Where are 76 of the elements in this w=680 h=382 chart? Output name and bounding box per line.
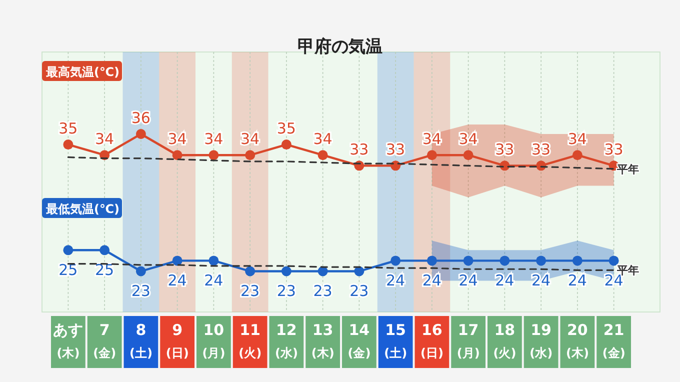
- x-tick-label: 11 (火): [238, 321, 262, 360]
- data-label: 34: [168, 130, 187, 148]
- x-tick-label: 20 (木): [566, 321, 589, 360]
- point: [463, 256, 474, 266]
- data-label: 34: [313, 130, 332, 148]
- x-tick-label: 16 (日): [420, 321, 444, 360]
- data-label: 24: [168, 272, 187, 290]
- data-label: 25: [95, 261, 114, 280]
- data-label: 34: [204, 130, 224, 148]
- x-tick-label: 10 (月): [202, 321, 226, 360]
- point: [572, 256, 582, 266]
- data-label: 23: [313, 282, 332, 300]
- data-label: 33: [350, 140, 369, 159]
- x-tick-label: 18 (火): [493, 321, 516, 360]
- chart-title: 甲府の気温: [298, 37, 382, 57]
- point: [136, 266, 146, 276]
- data-label: 33: [532, 140, 551, 159]
- text: 最低気温(℃): [45, 202, 120, 216]
- data-label: 24: [495, 272, 514, 290]
- data-label: 24: [532, 272, 551, 290]
- data-label: 36: [131, 109, 150, 127]
- point: [208, 256, 219, 266]
- point: [63, 140, 74, 150]
- x-tick-label: 17 (月): [456, 321, 480, 360]
- x-tick-label: 12 (水): [274, 321, 298, 360]
- data-label: 23: [350, 282, 369, 300]
- series-label: 平年: [616, 162, 639, 176]
- data-label: 25: [58, 261, 78, 280]
- data-label: 35: [58, 120, 78, 138]
- point: [281, 266, 292, 276]
- data-label: 23: [240, 282, 260, 300]
- data-label: 24: [386, 272, 406, 290]
- data-label: 34: [568, 130, 587, 148]
- point: [572, 150, 582, 160]
- point: [281, 140, 292, 150]
- point: [136, 129, 146, 139]
- data-label: 23: [276, 282, 296, 300]
- data-label: 24: [422, 272, 442, 290]
- point: [245, 150, 256, 160]
- text: 最高気温(℃): [45, 65, 120, 79]
- x-tick-label: 8 (土): [129, 321, 152, 360]
- x-tick-label: 9 (日): [166, 321, 189, 360]
- x-tick-label: 19 (水): [530, 321, 553, 360]
- data-label: 33: [495, 140, 514, 159]
- data-label: 33: [386, 140, 406, 159]
- data-label: 34: [95, 130, 114, 148]
- data-label: 24: [604, 272, 624, 290]
- point: [536, 256, 546, 266]
- x-tick-label: 15 (土): [384, 321, 408, 360]
- data-label: 24: [204, 272, 224, 290]
- point: [318, 150, 328, 160]
- data-label: 34: [458, 130, 478, 148]
- point: [100, 245, 110, 256]
- point: [172, 150, 182, 160]
- data-label: 24: [568, 272, 587, 290]
- point: [426, 150, 437, 160]
- x-tick-label: 7 (金): [93, 321, 116, 360]
- data-label: 24: [458, 272, 478, 290]
- x-tick-label: あす (木): [53, 321, 84, 360]
- point: [500, 256, 510, 266]
- x-tick-label: 13 (木): [311, 321, 334, 360]
- data-label: 23: [131, 282, 150, 300]
- x-tick-label: 21 (金): [602, 321, 626, 360]
- point: [208, 150, 219, 160]
- x-tick-label: 14 (金): [348, 321, 371, 360]
- point: [390, 256, 401, 266]
- data-label: 34: [422, 130, 442, 148]
- data-label: 34: [240, 130, 260, 148]
- data-label: 33: [604, 140, 624, 159]
- point: [245, 266, 256, 276]
- data-label: 35: [276, 120, 296, 138]
- point: [426, 256, 437, 266]
- point: [463, 150, 474, 160]
- point: [608, 256, 619, 266]
- point: [172, 256, 182, 266]
- point: [63, 245, 74, 256]
